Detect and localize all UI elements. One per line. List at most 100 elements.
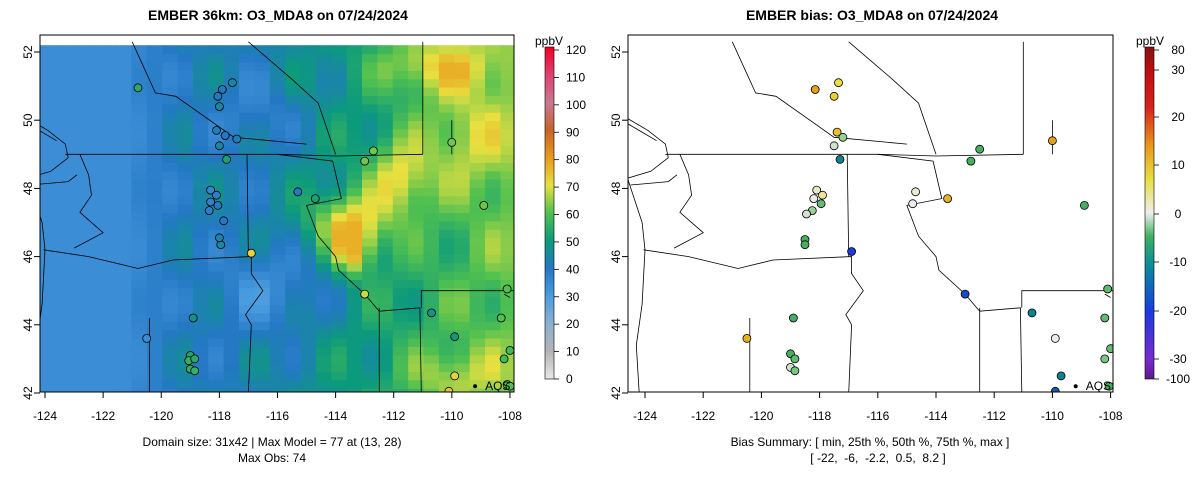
heatmap-cell (423, 354, 440, 364)
heatmap-cell (100, 388, 117, 392)
heatmap-cell (454, 120, 471, 130)
heatmap-cell (500, 388, 514, 392)
heatmap-cell (131, 204, 148, 214)
heatmap-cell (454, 229, 471, 239)
heatmap-cell (438, 103, 455, 113)
heatmap-cell (423, 388, 440, 392)
heatmap-cell (469, 153, 486, 163)
heatmap-cell (408, 254, 425, 264)
heatmap-cell (408, 78, 425, 88)
heatmap-cell (269, 170, 286, 180)
heatmap-cell (346, 287, 363, 297)
heatmap-cell (69, 112, 86, 122)
heatmap-cell (377, 254, 394, 264)
heatmap-cell (54, 321, 71, 331)
heatmap-cell (85, 78, 102, 88)
heatmap-cell (239, 237, 255, 247)
heatmap-cell (239, 287, 255, 297)
x-axis: -124 -122 -120 -118 -116 -114 -112 -110 -108 (633, 392, 1123, 423)
heatmap-cell (85, 45, 102, 55)
heatmap-cell (485, 363, 501, 372)
heatmap-cell (177, 329, 194, 339)
bias-points (742, 78, 1113, 392)
heatmap-cell (146, 179, 163, 188)
heatmap-cell (192, 170, 209, 180)
heatmap-cell (162, 296, 179, 306)
heatmap-cell (392, 304, 409, 314)
heatmap-cell (269, 237, 286, 247)
obs-point (220, 131, 230, 140)
heatmap-cell (269, 254, 286, 264)
heatmap-cell (285, 103, 302, 113)
heatmap-cell (331, 388, 348, 392)
heatmap-cell (116, 53, 133, 63)
heatmap-cell (54, 170, 71, 180)
heatmap-cell (177, 220, 194, 230)
heatmap-cell (208, 45, 225, 55)
heatmap-cell (408, 195, 425, 205)
heatmap-cell (285, 279, 302, 289)
heatmap-cell (223, 137, 240, 147)
heatmap-cell (146, 112, 163, 122)
heatmap-cell (285, 145, 302, 155)
heatmap-cell (177, 120, 194, 130)
heatmap-cell (269, 312, 286, 322)
heatmap-cell (485, 254, 501, 264)
heatmap-cell (469, 61, 486, 71)
heatmap-cell (208, 371, 225, 381)
heatmap-cell (300, 379, 317, 389)
heatmap-cell (100, 262, 117, 272)
heatmap-cell (192, 162, 209, 172)
heatmap-cell (485, 212, 501, 222)
heatmap-cell (438, 112, 455, 122)
heatmap-cell (69, 120, 86, 130)
heatmap-cell (100, 220, 117, 230)
heatmap-cell (223, 337, 240, 347)
bias-point (1080, 200, 1089, 210)
bias-panel: EMBER bias: O3_MDA8 on 07/24/2024 AQS -1… (609, 7, 1190, 465)
heatmap-cell (315, 254, 332, 264)
heatmap-cell (285, 87, 302, 96)
heatmap-cell (377, 153, 394, 163)
heatmap-cell (377, 128, 394, 138)
heatmap-cell (392, 179, 409, 188)
heatmap-cell (69, 128, 86, 138)
heatmap-cell (269, 120, 286, 130)
heatmap-cell (131, 304, 148, 314)
heatmap-cell (269, 371, 286, 381)
heatmap-cell (239, 262, 255, 272)
heatmap-cell (377, 388, 394, 392)
heatmap-cell (315, 304, 332, 314)
heatmap-cell (100, 304, 117, 314)
heatmap-cell (362, 363, 378, 372)
heatmap-cell (192, 103, 209, 113)
heatmap-cell (131, 162, 148, 172)
heatmap-cell (85, 262, 102, 272)
heatmap-cell (146, 354, 163, 364)
heatmap-cell (116, 220, 133, 230)
heatmap-cell (146, 220, 163, 230)
heatmap-cell (239, 229, 255, 239)
heatmap-cell (254, 346, 271, 356)
heatmap-cell (223, 321, 240, 331)
heatmap-cell (146, 212, 163, 222)
summary-line-1: Domain size: 31x42 | Max Model = 77 at (… (143, 435, 402, 449)
heatmap-cell (408, 337, 425, 347)
heatmap-cell (146, 312, 163, 322)
heatmap-cell (269, 229, 286, 239)
heatmap-cell (469, 329, 486, 339)
heatmap-cell (485, 45, 501, 55)
heatmap-cell (116, 153, 133, 163)
heatmap-cell (485, 379, 501, 389)
heatmap-cell (162, 245, 179, 255)
heatmap-cell (208, 337, 225, 347)
heatmap-cell (192, 237, 209, 247)
heatmap-cell (40, 153, 56, 163)
heatmap-cell (177, 204, 194, 214)
heatmap-cell (377, 220, 394, 230)
heatmap-cell (223, 61, 240, 71)
obs-point (496, 313, 506, 323)
heatmap-cell (438, 237, 455, 247)
heatmap-cell (346, 87, 363, 96)
heatmap-cell (485, 137, 501, 147)
